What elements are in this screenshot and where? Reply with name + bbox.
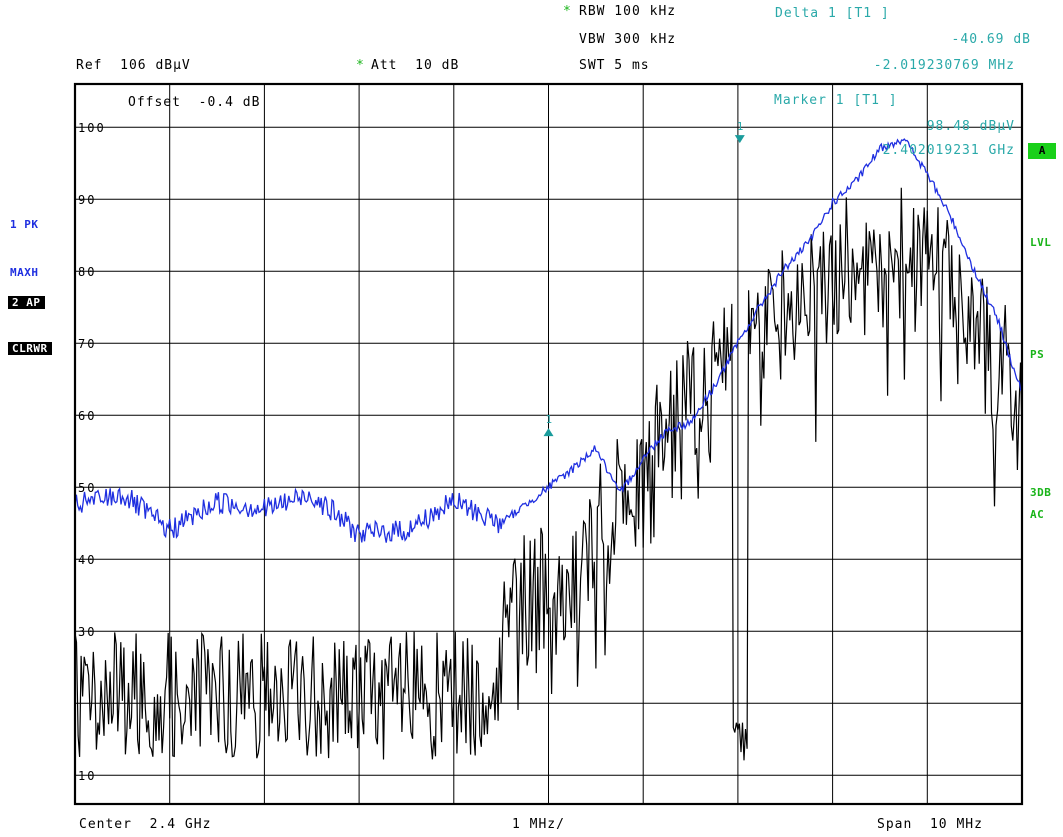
- vbw-label: VBW 300 kHz: [579, 32, 677, 47]
- marker1-freq: 2.402019231 GHz: [882, 143, 1015, 158]
- y-tick-label: 90: [78, 193, 96, 207]
- swt-label: SWT 5 ms: [579, 58, 650, 73]
- ref-level-label: Ref 106 dBµV: [76, 58, 191, 73]
- y-tick-label: 100: [78, 121, 106, 135]
- traces: [74, 138, 1023, 761]
- grid: 10 30 40 50 60 70 80 90 100: [75, 84, 1022, 804]
- delta-marker-freq: -2.019230769 MHz: [873, 58, 1015, 73]
- marker-1-triangle: [734, 135, 745, 144]
- trace1-mode: MAXH: [10, 266, 39, 279]
- trace2-mode: CLRWR: [8, 342, 52, 355]
- marker1-title: Marker 1 [T1 ]: [774, 93, 898, 108]
- y-tick-label: 60: [78, 409, 96, 423]
- y-tick-label: 10: [78, 769, 96, 783]
- trace1-detector: 1 PK: [10, 218, 39, 231]
- y-tick-label: 30: [78, 625, 96, 639]
- y-tick-label: 80: [78, 265, 96, 279]
- attenuation-label: Att 10 dB: [371, 58, 460, 73]
- 3db-indicator: 3DB: [1030, 486, 1052, 499]
- marker-label: 1: [546, 413, 553, 426]
- span-label: Span 10 MHz: [877, 817, 983, 832]
- trace2-detector: 2 AP: [8, 296, 45, 309]
- y-tick-label: 40: [78, 553, 96, 567]
- rbw-star: *: [563, 4, 572, 19]
- y-tick-label: 70: [78, 337, 96, 351]
- a-badge: A: [1028, 143, 1056, 159]
- offset-label: Offset -0.4 dB: [128, 95, 261, 110]
- marker1-level: 98.48 dBµV: [926, 119, 1015, 134]
- delta-marker-level: -40.69 dB: [951, 32, 1031, 47]
- trace2-info: 2 AP CLRWR: [8, 268, 52, 370]
- lvl-indicator: LVL: [1030, 236, 1052, 249]
- delta-marker-title: Delta 1 [T1 ]: [775, 6, 890, 21]
- rbw-label: RBW 100 kHz: [579, 4, 677, 19]
- maxhold-trace: [74, 138, 1023, 543]
- att-star: *: [356, 58, 365, 73]
- plot-frame: [73, 82, 1024, 806]
- clearwrite-trace: [74, 187, 1023, 761]
- ps-indicator: PS: [1030, 348, 1045, 361]
- trace1-info: 1 PK MAXH: [10, 190, 39, 294]
- ac-indicator: AC: [1030, 508, 1045, 521]
- markers: 11: [543, 120, 745, 437]
- center-frequency-label: Center 2.4 GHz: [79, 817, 212, 832]
- division-label: 1 MHz/: [512, 817, 565, 832]
- marker-label: 1: [737, 120, 744, 133]
- delta-marker-triangle: [543, 428, 554, 437]
- y-tick-label: 50: [78, 481, 96, 495]
